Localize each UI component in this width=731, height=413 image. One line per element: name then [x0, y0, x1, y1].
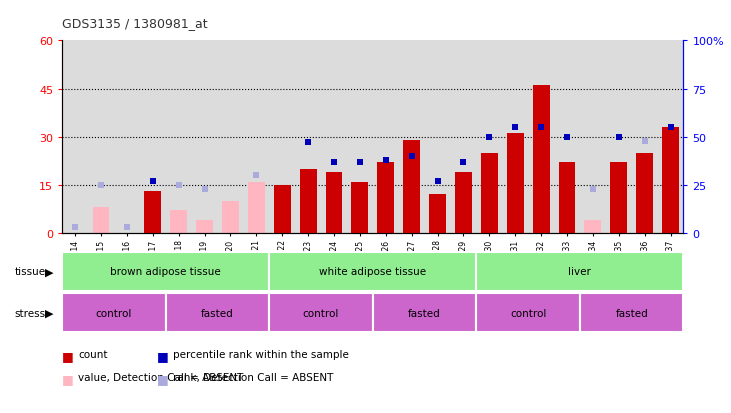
Text: percentile rank within the sample: percentile rank within the sample [173, 349, 349, 359]
Bar [481, 153, 498, 233]
Bar [170, 211, 187, 233]
Bar [580, 293, 683, 332]
Bar [144, 192, 161, 233]
Bar [636, 185, 653, 233]
Bar [269, 293, 373, 332]
Bar [196, 221, 213, 233]
Text: ■: ■ [62, 349, 74, 362]
Bar [93, 208, 110, 233]
Text: ■: ■ [157, 372, 169, 385]
Bar [507, 134, 523, 233]
Bar [455, 173, 471, 233]
Bar [248, 182, 265, 233]
Bar [404, 140, 420, 233]
Bar [269, 252, 477, 291]
Text: ▶: ▶ [45, 308, 53, 318]
Text: control: control [303, 308, 339, 318]
Text: rank, Detection Call = ABSENT: rank, Detection Call = ABSENT [173, 372, 333, 382]
Bar [636, 153, 653, 233]
Text: brown adipose tissue: brown adipose tissue [110, 266, 221, 277]
Bar [533, 86, 550, 233]
Text: fasted: fasted [616, 308, 648, 318]
Text: ▶: ▶ [45, 266, 53, 277]
Bar [662, 128, 679, 233]
Bar [373, 293, 477, 332]
Text: ■: ■ [62, 372, 74, 385]
Bar [325, 173, 342, 233]
Bar [377, 163, 394, 233]
Bar [477, 252, 683, 291]
Text: ■: ■ [157, 349, 169, 362]
Bar [222, 201, 239, 233]
Text: count: count [78, 349, 107, 359]
Bar [558, 163, 575, 233]
Bar [585, 221, 602, 233]
Bar [477, 293, 580, 332]
Text: fasted: fasted [201, 308, 234, 318]
Bar [62, 252, 269, 291]
Text: GDS3135 / 1380981_at: GDS3135 / 1380981_at [62, 17, 208, 29]
Bar [166, 293, 269, 332]
Bar [610, 163, 627, 233]
Text: value, Detection Call = ABSENT: value, Detection Call = ABSENT [78, 372, 243, 382]
Text: control: control [510, 308, 546, 318]
Bar [274, 185, 291, 233]
Bar [429, 195, 446, 233]
Text: stress: stress [15, 308, 46, 318]
Bar [352, 182, 368, 233]
Text: control: control [96, 308, 132, 318]
Text: tissue: tissue [15, 266, 46, 277]
Bar [62, 293, 166, 332]
Bar [300, 169, 317, 233]
Text: fasted: fasted [408, 308, 441, 318]
Text: white adipose tissue: white adipose tissue [319, 266, 426, 277]
Text: liver: liver [569, 266, 591, 277]
